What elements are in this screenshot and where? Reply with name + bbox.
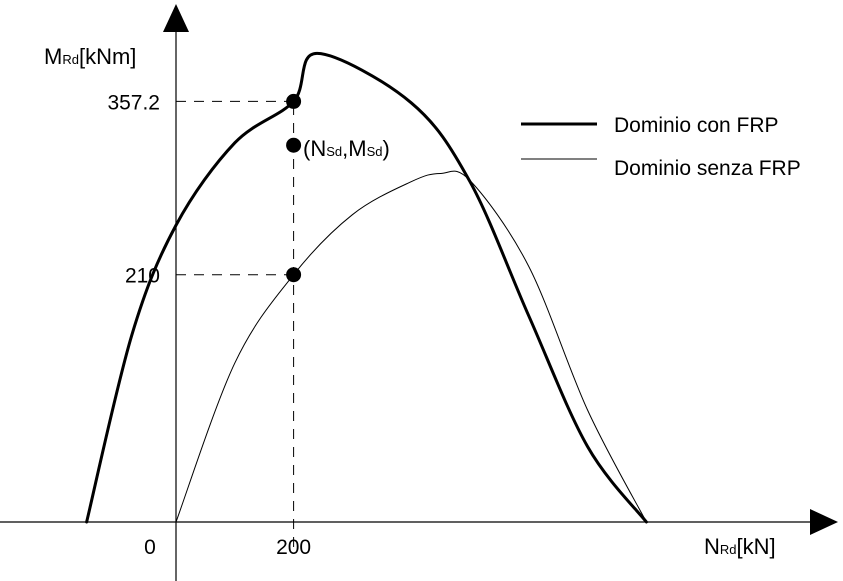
axes — [0, 4, 838, 581]
point-markers — [286, 93, 302, 283]
legend-label-without-frp: Dominio senza FRP — [614, 157, 801, 180]
legend-label-with-frp: Dominio con FRP — [614, 114, 779, 137]
tick-labels: 0 200 210 357.2 — [107, 91, 311, 559]
x-axis-title-main: N — [704, 534, 720, 559]
y-tick-label-0: 210 — [125, 265, 160, 288]
point-marker-2 — [286, 267, 302, 283]
point-marker-0 — [286, 93, 302, 109]
design-point-m-sub: Sd — [367, 144, 383, 159]
series-line-with-frp — [85, 51, 648, 524]
point-marker-1 — [286, 137, 302, 153]
x-axis-arrow-icon — [810, 509, 838, 535]
y-axis-title-unit: [kNm] — [79, 44, 136, 69]
x-axis-title-sub: Rd — [720, 542, 737, 557]
curves — [85, 51, 648, 524]
legend: Dominio con FRP Dominio senza FRP — [521, 114, 801, 180]
x-axis-title: NRd[kN] — [704, 534, 776, 559]
y-axis-arrow-icon — [163, 4, 189, 32]
y-axis-title-sub: Rd — [62, 52, 79, 67]
guide-lines — [176, 100, 295, 547]
design-point-n: N — [310, 136, 326, 161]
design-point-n-sub: Sd — [326, 144, 342, 159]
y-axis-title-main: M — [44, 44, 62, 69]
y-tick-label-1: 357.2 — [107, 91, 160, 114]
x-tick-label-1: 200 — [276, 536, 311, 559]
x-tick-label-0: 0 — [144, 536, 156, 559]
design-point-label: (NSd,MSd) — [303, 136, 390, 161]
y-axis-title: MRd[kNm] — [44, 44, 136, 69]
series-line-without-frp — [175, 170, 647, 523]
design-point-m: M — [348, 136, 366, 161]
x-axis-title-unit: [kN] — [737, 534, 776, 559]
